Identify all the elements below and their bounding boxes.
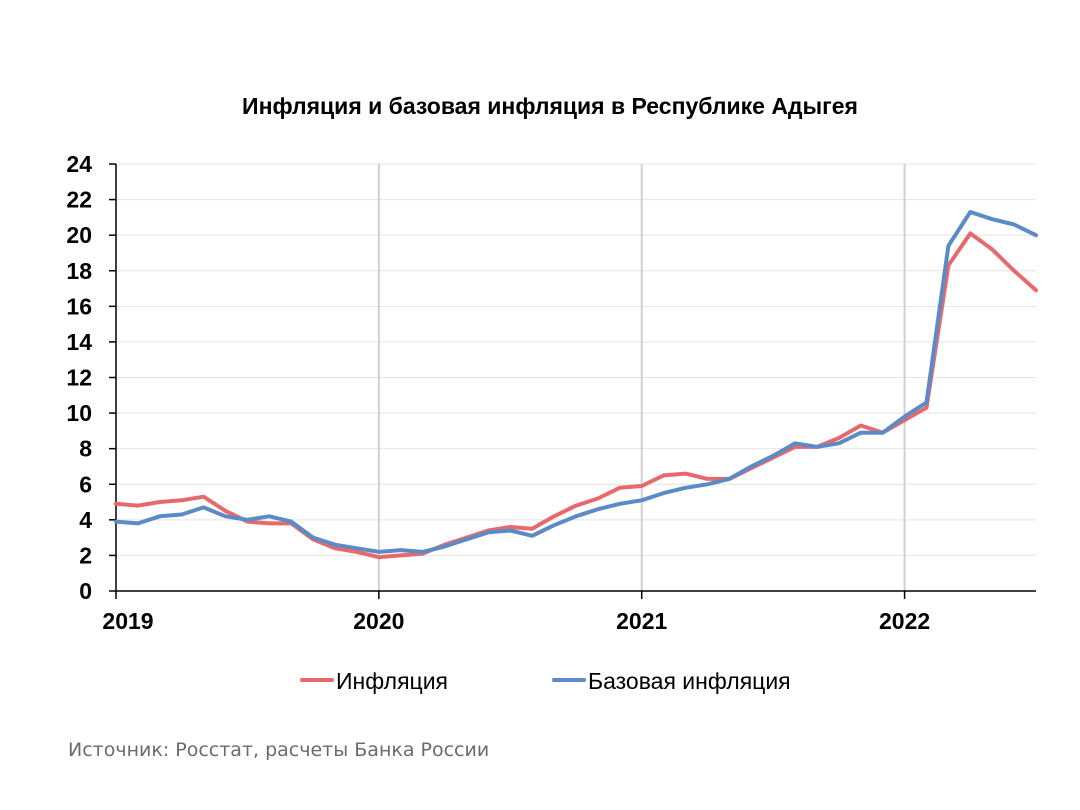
y-tick-label: 0 <box>79 578 92 604</box>
y-tick-label: 24 <box>66 151 92 177</box>
legend: Инфляция Базовая инфляция <box>300 668 791 694</box>
x-tick-label: 2020 <box>353 608 404 634</box>
series-line-inflation <box>114 231 1038 560</box>
legend-label-inflation: Инфляция <box>336 668 448 694</box>
axes <box>109 163 1036 599</box>
source-note: Источник: Росстат, расчеты Банка России <box>68 739 489 761</box>
y-tick-label: 18 <box>66 258 92 284</box>
y-tick-label: 8 <box>79 436 92 462</box>
y-tick-label: 2 <box>79 542 92 568</box>
legend-item-inflation: Инфляция <box>300 668 448 694</box>
legend-label-core-inflation: Базовая инфляция <box>588 668 791 694</box>
y-tick-label: 16 <box>66 293 92 319</box>
series-line-core-inflation <box>114 210 1038 554</box>
y-tick-label: 10 <box>66 400 92 426</box>
y-tick-label: 6 <box>79 471 92 497</box>
x-tick-labels: 2019 2020 2021 2022 <box>102 608 930 634</box>
y-tick-label: 12 <box>66 365 92 391</box>
legend-item-core-inflation: Базовая инфляция <box>552 668 791 694</box>
chart-title: Инфляция и базовая инфляция в Республике… <box>242 93 858 119</box>
y-tick-label: 4 <box>79 507 92 533</box>
grid <box>116 163 1036 591</box>
x-tick-label: 2021 <box>616 608 667 634</box>
series-lines <box>114 210 1038 560</box>
y-tick-label: 14 <box>66 329 92 355</box>
x-tick-label: 2022 <box>879 608 930 634</box>
y-tick-label: 22 <box>66 187 92 213</box>
y-tick-label: 20 <box>66 222 92 248</box>
x-tick-label: 2019 <box>102 608 153 634</box>
